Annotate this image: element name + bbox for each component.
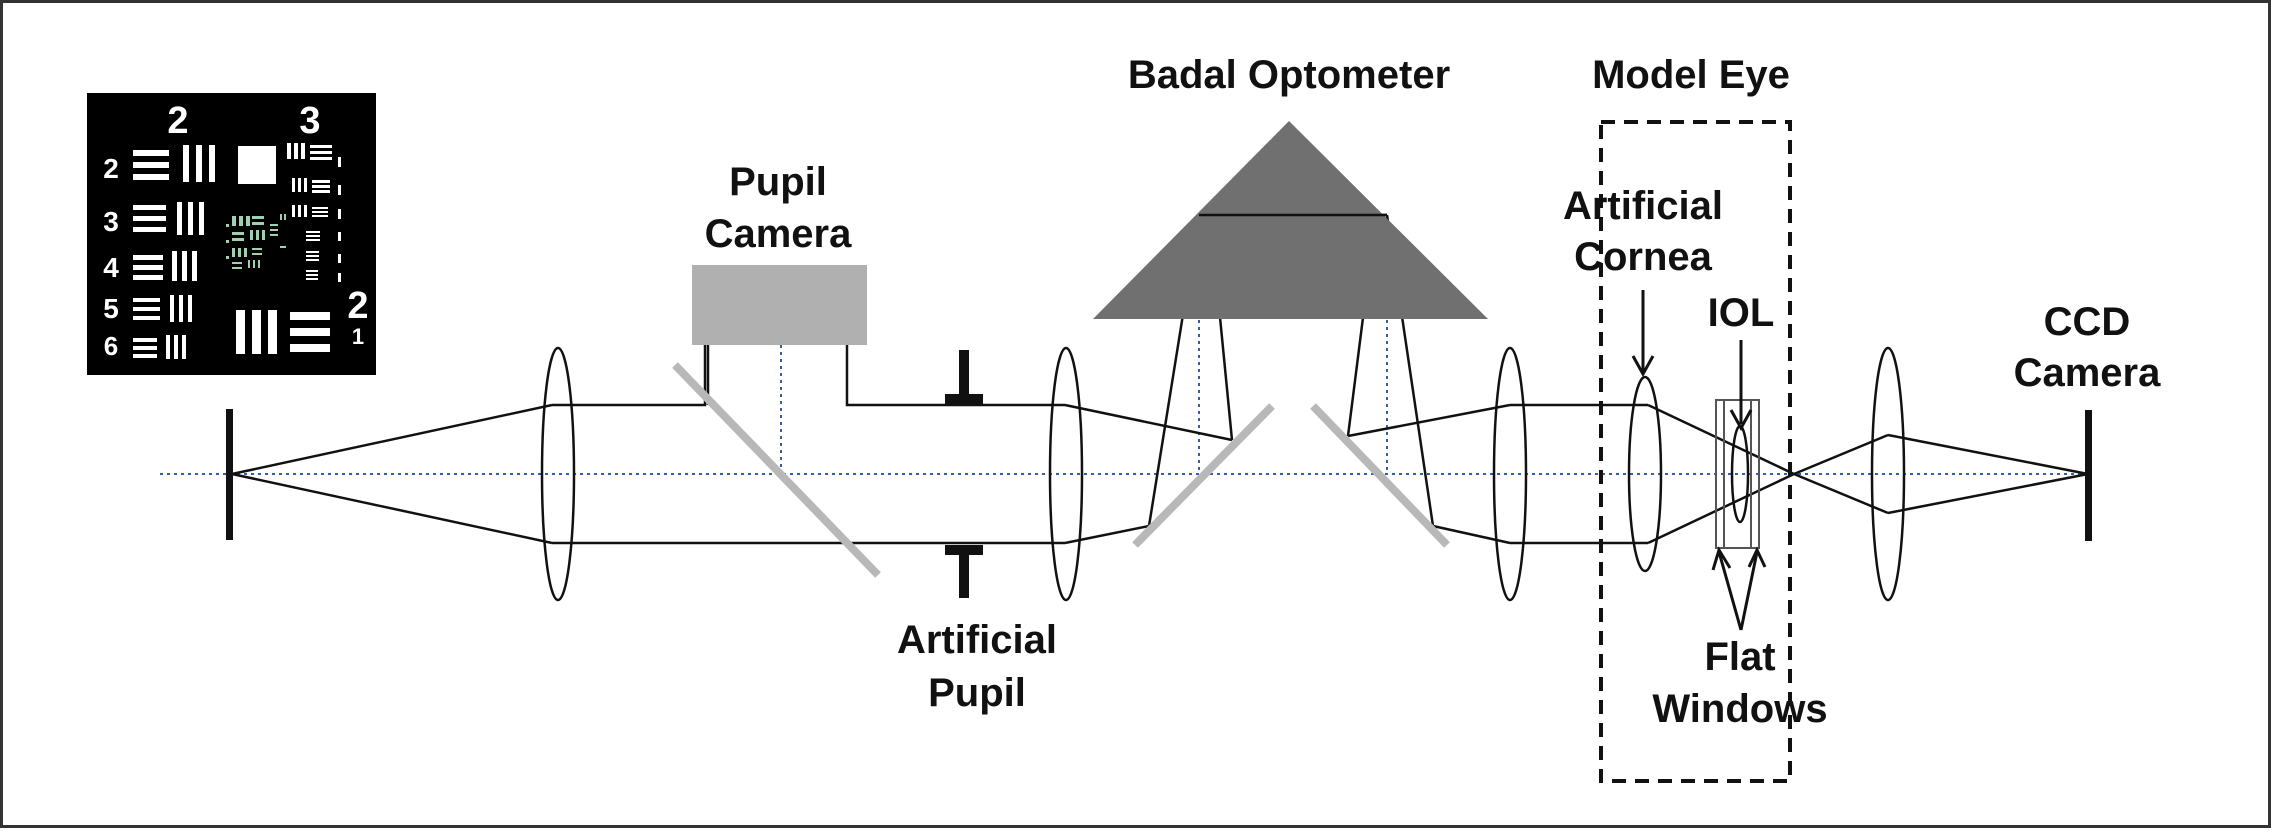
- target-element-3: 3: [103, 206, 119, 237]
- artificial-cornea-label-line2: Cornea: [1574, 235, 1713, 279]
- lens-1: [540, 346, 576, 602]
- badal-mirror-left: [1132, 403, 1275, 548]
- pupil-beam-splitter: [672, 362, 881, 578]
- model-eye-label: Model Eye: [1592, 53, 1790, 97]
- badal-mirror-right: [1310, 403, 1450, 548]
- target-element-6: 6: [104, 331, 118, 361]
- artificial-pupil-aperture: [945, 350, 983, 598]
- label-arrows: [1631, 290, 1767, 631]
- artificial-cornea-label-line1: Artificial: [1563, 184, 1723, 228]
- flat-windows-label-line1: Flat: [1704, 635, 1775, 679]
- target-element-5: 5: [103, 293, 119, 324]
- object-plane: [226, 409, 233, 540]
- lens-2: [1048, 346, 1084, 602]
- flat-windows: [1715, 399, 1760, 549]
- pupil-camera-label-line2: Camera: [705, 212, 853, 256]
- model-eye-box: [1599, 120, 1792, 783]
- lens-4: [1870, 346, 1906, 602]
- target-element-2: 2: [103, 153, 119, 184]
- target-group-3: 3: [299, 100, 320, 142]
- badal-optometer-label: Badal Optometer: [1128, 53, 1450, 97]
- target-element-4: 4: [103, 252, 119, 283]
- artificial-pupil-label-line1: Artificial: [897, 618, 1057, 662]
- target-group-2: 2: [167, 100, 188, 142]
- flat-windows-label-line2: Windows: [1652, 687, 1827, 731]
- pupil-camera-box: [692, 265, 867, 345]
- ccd-camera-label-line2: Camera: [2014, 351, 2162, 395]
- pupil-camera-label-line1: Pupil: [729, 160, 827, 204]
- target-right-2: 2: [347, 285, 368, 327]
- usaf-resolution-target: 2 3 2 3 4 5 6 2 1: [87, 93, 376, 375]
- lens-3: [1492, 346, 1528, 602]
- iol-label: IOL: [1708, 291, 1775, 335]
- artificial-cornea-lens: [1627, 375, 1663, 573]
- ccd-camera-label-line1: CCD: [2044, 300, 2131, 344]
- target-right-1: 1: [352, 324, 364, 349]
- badal-prism: [1093, 121, 1488, 319]
- artificial-pupil-label-line2: Pupil: [928, 671, 1026, 715]
- beam-splitters: [672, 362, 1450, 578]
- ccd-sensor: [2085, 410, 2092, 541]
